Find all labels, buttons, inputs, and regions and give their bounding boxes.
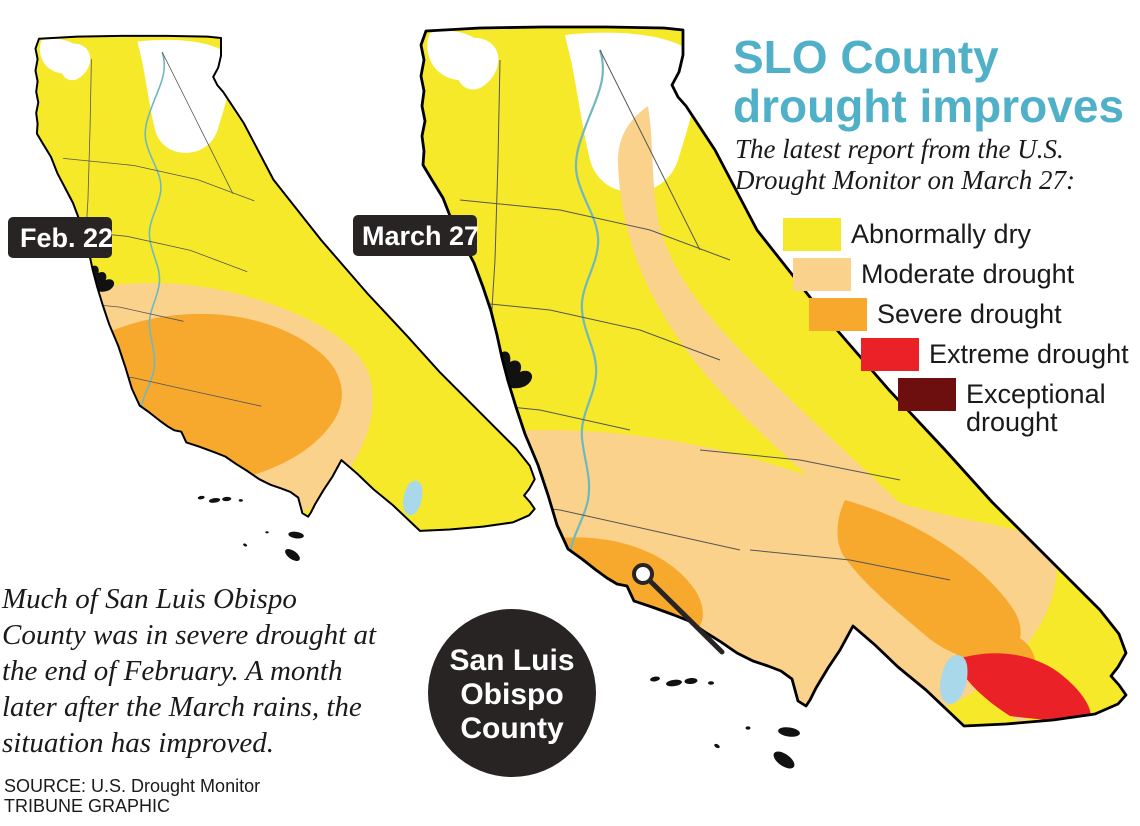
- svg-text:San Luis: San Luis: [449, 644, 574, 677]
- svg-text:Obispo: Obispo: [460, 678, 563, 711]
- svg-text:Much of San Luis Obispo: Much of San Luis Obispo: [1, 583, 297, 615]
- svg-text:situation has improved.: situation has improved.: [2, 727, 274, 759]
- svg-text:Drought Monitor on March 27:: Drought Monitor on March 27:: [734, 165, 1075, 195]
- svg-text:Moderate drought: Moderate drought: [861, 259, 1075, 289]
- svg-text:County: County: [460, 712, 564, 745]
- svg-text:drought: drought: [966, 407, 1058, 437]
- svg-text:County was in severe drought a: County was in severe drought at: [2, 619, 377, 651]
- svg-text:later after the March rains, t: later after the March rains, the: [2, 691, 362, 723]
- svg-text:Abnormally dry: Abnormally dry: [851, 219, 1032, 249]
- svg-text:the end of February. A month: the end of February. A month: [2, 655, 342, 687]
- svg-text:Extreme drought: Extreme drought: [929, 339, 1129, 369]
- svg-text:Exceptional: Exceptional: [966, 379, 1106, 409]
- svg-text:SOURCE: U.S. Drought Monitor: SOURCE: U.S. Drought Monitor: [4, 776, 260, 796]
- svg-text:SLO County: SLO County: [733, 31, 999, 83]
- svg-text:March 27: March 27: [362, 221, 479, 251]
- svg-text:drought improves: drought improves: [733, 80, 1124, 132]
- svg-text:Severe drought: Severe drought: [877, 299, 1062, 329]
- svg-text:TRIBUNE GRAPHIC: TRIBUNE GRAPHIC: [4, 796, 170, 816]
- svg-text:The latest report from the U.S: The latest report from the U.S.: [735, 134, 1064, 164]
- svg-text:Feb. 22: Feb. 22: [20, 223, 113, 253]
